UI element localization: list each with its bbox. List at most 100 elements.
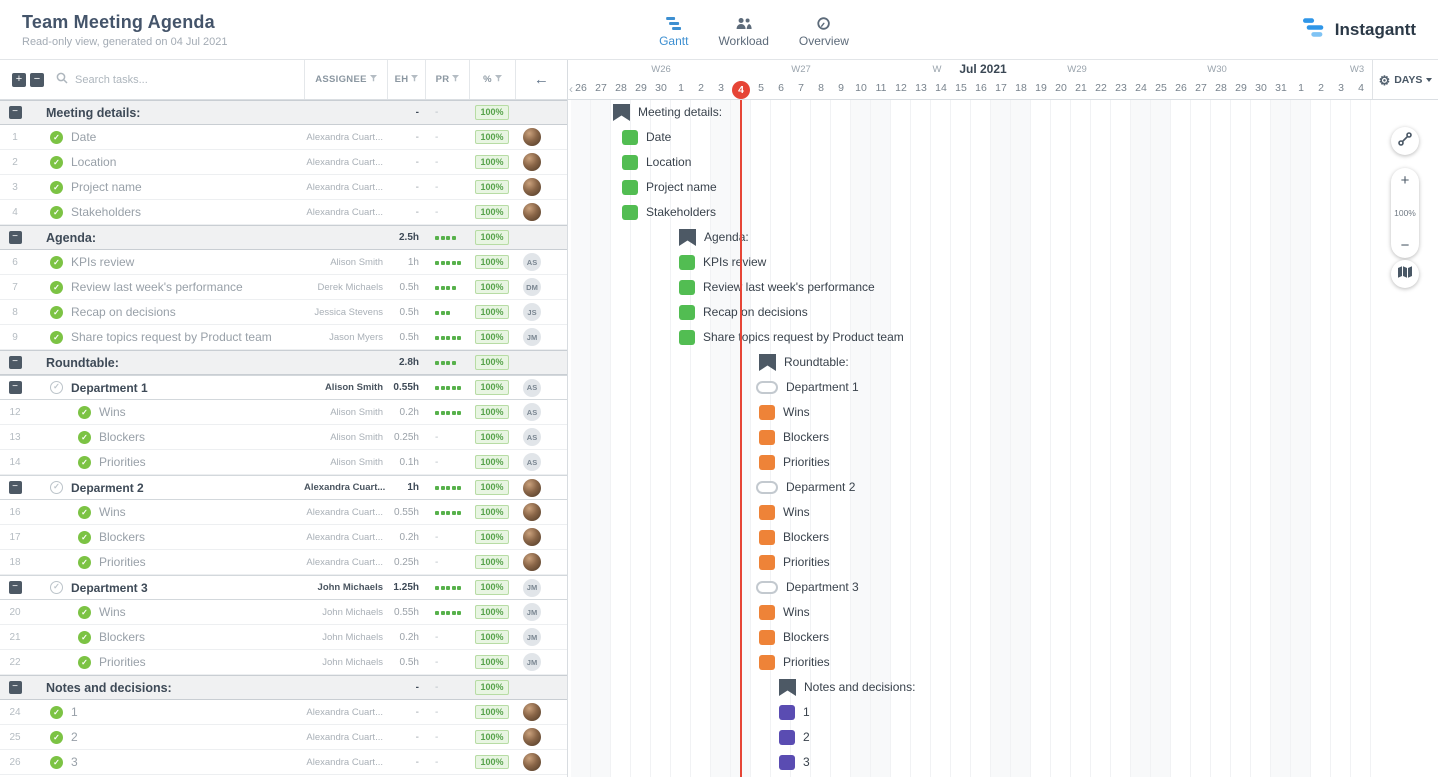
- column-header-assignee[interactable]: ASSIGNEE: [304, 60, 387, 99]
- gantt-bar[interactable]: [756, 381, 778, 394]
- task-check-icon[interactable]: ✓: [50, 280, 63, 294]
- gantt-bar[interactable]: [613, 104, 630, 121]
- task-check-icon[interactable]: ✓: [78, 555, 91, 569]
- task-check-icon[interactable]: ✓: [78, 630, 91, 644]
- zoom-out-button[interactable]: −: [1400, 237, 1410, 254]
- gantt-bar[interactable]: [622, 155, 638, 170]
- table-row[interactable]: − Agenda: 2.5h 100%: [0, 225, 567, 250]
- table-row[interactable]: 4 ✓ Stakeholders Alexandra Cuart... - - 100%: [0, 200, 567, 225]
- table-row[interactable]: 22 ✓ Priorities John Michaels 0.5h - 100% JM: [0, 650, 567, 675]
- table-row[interactable]: − ✓ Department 1 Alison Smith 0.55h 100% AS: [0, 375, 567, 400]
- gantt-bar[interactable]: [779, 755, 795, 770]
- gantt-bar[interactable]: [759, 405, 775, 420]
- gantt-bar[interactable]: [759, 430, 775, 445]
- expand-all-button[interactable]: +: [12, 72, 26, 87]
- search-input[interactable]: [75, 73, 225, 86]
- table-row[interactable]: − Notes and decisions: - - 100%: [0, 675, 567, 700]
- table-row[interactable]: 12 ✓ Wins Alison Smith 0.2h 100% AS: [0, 400, 567, 425]
- timeline-scroll-left-icon[interactable]: ‹: [569, 82, 573, 96]
- search-box[interactable]: [56, 71, 304, 89]
- critical-path-button[interactable]: [1391, 127, 1419, 155]
- table-row[interactable]: 16 ✓ Wins Alexandra Cuart... 0.55h 100%: [0, 500, 567, 525]
- gantt-bar[interactable]: [679, 255, 695, 270]
- collapse-row-icon[interactable]: −: [8, 681, 22, 694]
- table-row[interactable]: − ✓ Department 3 John Michaels 1.25h 100% JM: [0, 575, 567, 600]
- table-row[interactable]: 6 ✓ KPIs review Alison Smith 1h 100% AS: [0, 250, 567, 275]
- collapse-row-icon[interactable]: −: [8, 581, 22, 594]
- table-row[interactable]: 2 ✓ Location Alexandra Cuart... - - 100%: [0, 150, 567, 175]
- table-row[interactable]: 18 ✓ Priorities Alexandra Cuart... 0.25h - 100…: [0, 550, 567, 575]
- tab-overview[interactable]: Overview: [799, 13, 849, 48]
- task-check-icon[interactable]: ✓: [50, 705, 63, 719]
- gantt-bar[interactable]: [759, 630, 775, 645]
- table-row[interactable]: − Meeting details: - - 100%: [0, 100, 567, 125]
- column-header-estimated-hours[interactable]: EH: [387, 60, 425, 99]
- table-row[interactable]: 3 ✓ Project name Alexandra Cuart... - - 100%: [0, 175, 567, 200]
- gantt-bar[interactable]: [622, 130, 638, 145]
- task-check-icon[interactable]: ✓: [78, 430, 91, 444]
- gantt-bar[interactable]: [756, 581, 778, 594]
- today-marker[interactable]: 4: [732, 81, 750, 99]
- collapse-row-icon[interactable]: −: [8, 106, 22, 119]
- gantt-bar[interactable]: [756, 481, 778, 494]
- table-row[interactable]: 21 ✓ Blockers John Michaels 0.2h - 100% JM: [0, 625, 567, 650]
- zoom-in-button[interactable]: +: [1400, 172, 1410, 189]
- collapse-row-icon[interactable]: −: [8, 231, 22, 244]
- task-check-icon[interactable]: ✓: [50, 255, 63, 269]
- collapse-all-button[interactable]: −: [30, 72, 44, 87]
- table-row[interactable]: − Roundtable: 2.8h 100%: [0, 350, 567, 375]
- gantt-bar[interactable]: [679, 229, 696, 246]
- table-row[interactable]: 9 ✓ Share topics request by Product team Ja…: [0, 325, 567, 350]
- gantt-bar[interactable]: [759, 455, 775, 470]
- subgroup-check-icon[interactable]: ✓: [50, 481, 63, 494]
- gantt-bar[interactable]: [679, 280, 695, 295]
- gantt-bar[interactable]: [622, 180, 638, 195]
- minimap-button[interactable]: [1391, 260, 1419, 288]
- task-check-icon[interactable]: ✓: [50, 130, 63, 144]
- column-header-progress[interactable]: %: [469, 60, 515, 99]
- table-row[interactable]: 7 ✓ Review last week's performance Derek Mi…: [0, 275, 567, 300]
- timescale-selector[interactable]: ⚙ DAYS: [1372, 60, 1438, 99]
- gantt-bar[interactable]: [759, 505, 775, 520]
- task-check-icon[interactable]: ✓: [78, 505, 91, 519]
- task-check-icon[interactable]: ✓: [78, 605, 91, 619]
- gantt-bar[interactable]: [679, 330, 695, 345]
- gantt-bar[interactable]: [759, 655, 775, 670]
- table-row[interactable]: 14 ✓ Priorities Alison Smith 0.1h - 100% AS: [0, 450, 567, 475]
- task-check-icon[interactable]: ✓: [50, 755, 63, 769]
- table-row[interactable]: 8 ✓ Recap on decisions Jessica Stevens 0.5h 1…: [0, 300, 567, 325]
- table-row[interactable]: 24 ✓ 1 Alexandra Cuart... - -100%: [0, 700, 567, 725]
- collapse-panel-button[interactable]: ←: [515, 60, 567, 99]
- task-check-icon[interactable]: ✓: [50, 180, 63, 194]
- tab-workload[interactable]: Workload: [718, 13, 769, 48]
- gantt-bar[interactable]: [759, 530, 775, 545]
- table-row[interactable]: 26 ✓ 3 Alexandra Cuart... - -100%: [0, 750, 567, 775]
- gantt-bar[interactable]: [622, 205, 638, 220]
- task-check-icon[interactable]: ✓: [50, 205, 63, 219]
- column-header-priority[interactable]: PR: [425, 60, 469, 99]
- gantt-bar[interactable]: [779, 705, 795, 720]
- table-row[interactable]: 17 ✓ Blockers Alexandra Cuart... 0.2h - 100%: [0, 525, 567, 550]
- task-check-icon[interactable]: ✓: [78, 455, 91, 469]
- tab-gantt[interactable]: Gantt: [659, 13, 688, 48]
- table-row[interactable]: 20 ✓ Wins John Michaels 0.55h 100% JM: [0, 600, 567, 625]
- task-check-icon[interactable]: ✓: [50, 330, 63, 344]
- subgroup-check-icon[interactable]: ✓: [50, 581, 63, 594]
- task-check-icon[interactable]: ✓: [78, 655, 91, 669]
- gantt-bar[interactable]: [679, 305, 695, 320]
- table-row[interactable]: 25 ✓ 2 Alexandra Cuart... - -100%: [0, 725, 567, 750]
- gantt-bar[interactable]: [779, 679, 796, 696]
- gantt-bar[interactable]: [759, 354, 776, 371]
- task-check-icon[interactable]: ✓: [50, 730, 63, 744]
- collapse-row-icon[interactable]: −: [8, 356, 22, 369]
- collapse-row-icon[interactable]: −: [8, 481, 22, 494]
- collapse-row-icon[interactable]: −: [8, 381, 22, 394]
- gantt-bar[interactable]: [759, 605, 775, 620]
- table-row[interactable]: 1 ✓ Date Alexandra Cuart... - - 100%: [0, 125, 567, 150]
- subgroup-check-icon[interactable]: ✓: [50, 381, 63, 394]
- gantt-bar[interactable]: [779, 730, 795, 745]
- gantt-bar[interactable]: [759, 555, 775, 570]
- task-check-icon[interactable]: ✓: [78, 530, 91, 544]
- task-check-icon[interactable]: ✓: [50, 305, 63, 319]
- table-row[interactable]: 13 ✓ Blockers Alison Smith 0.25h - 100% AS: [0, 425, 567, 450]
